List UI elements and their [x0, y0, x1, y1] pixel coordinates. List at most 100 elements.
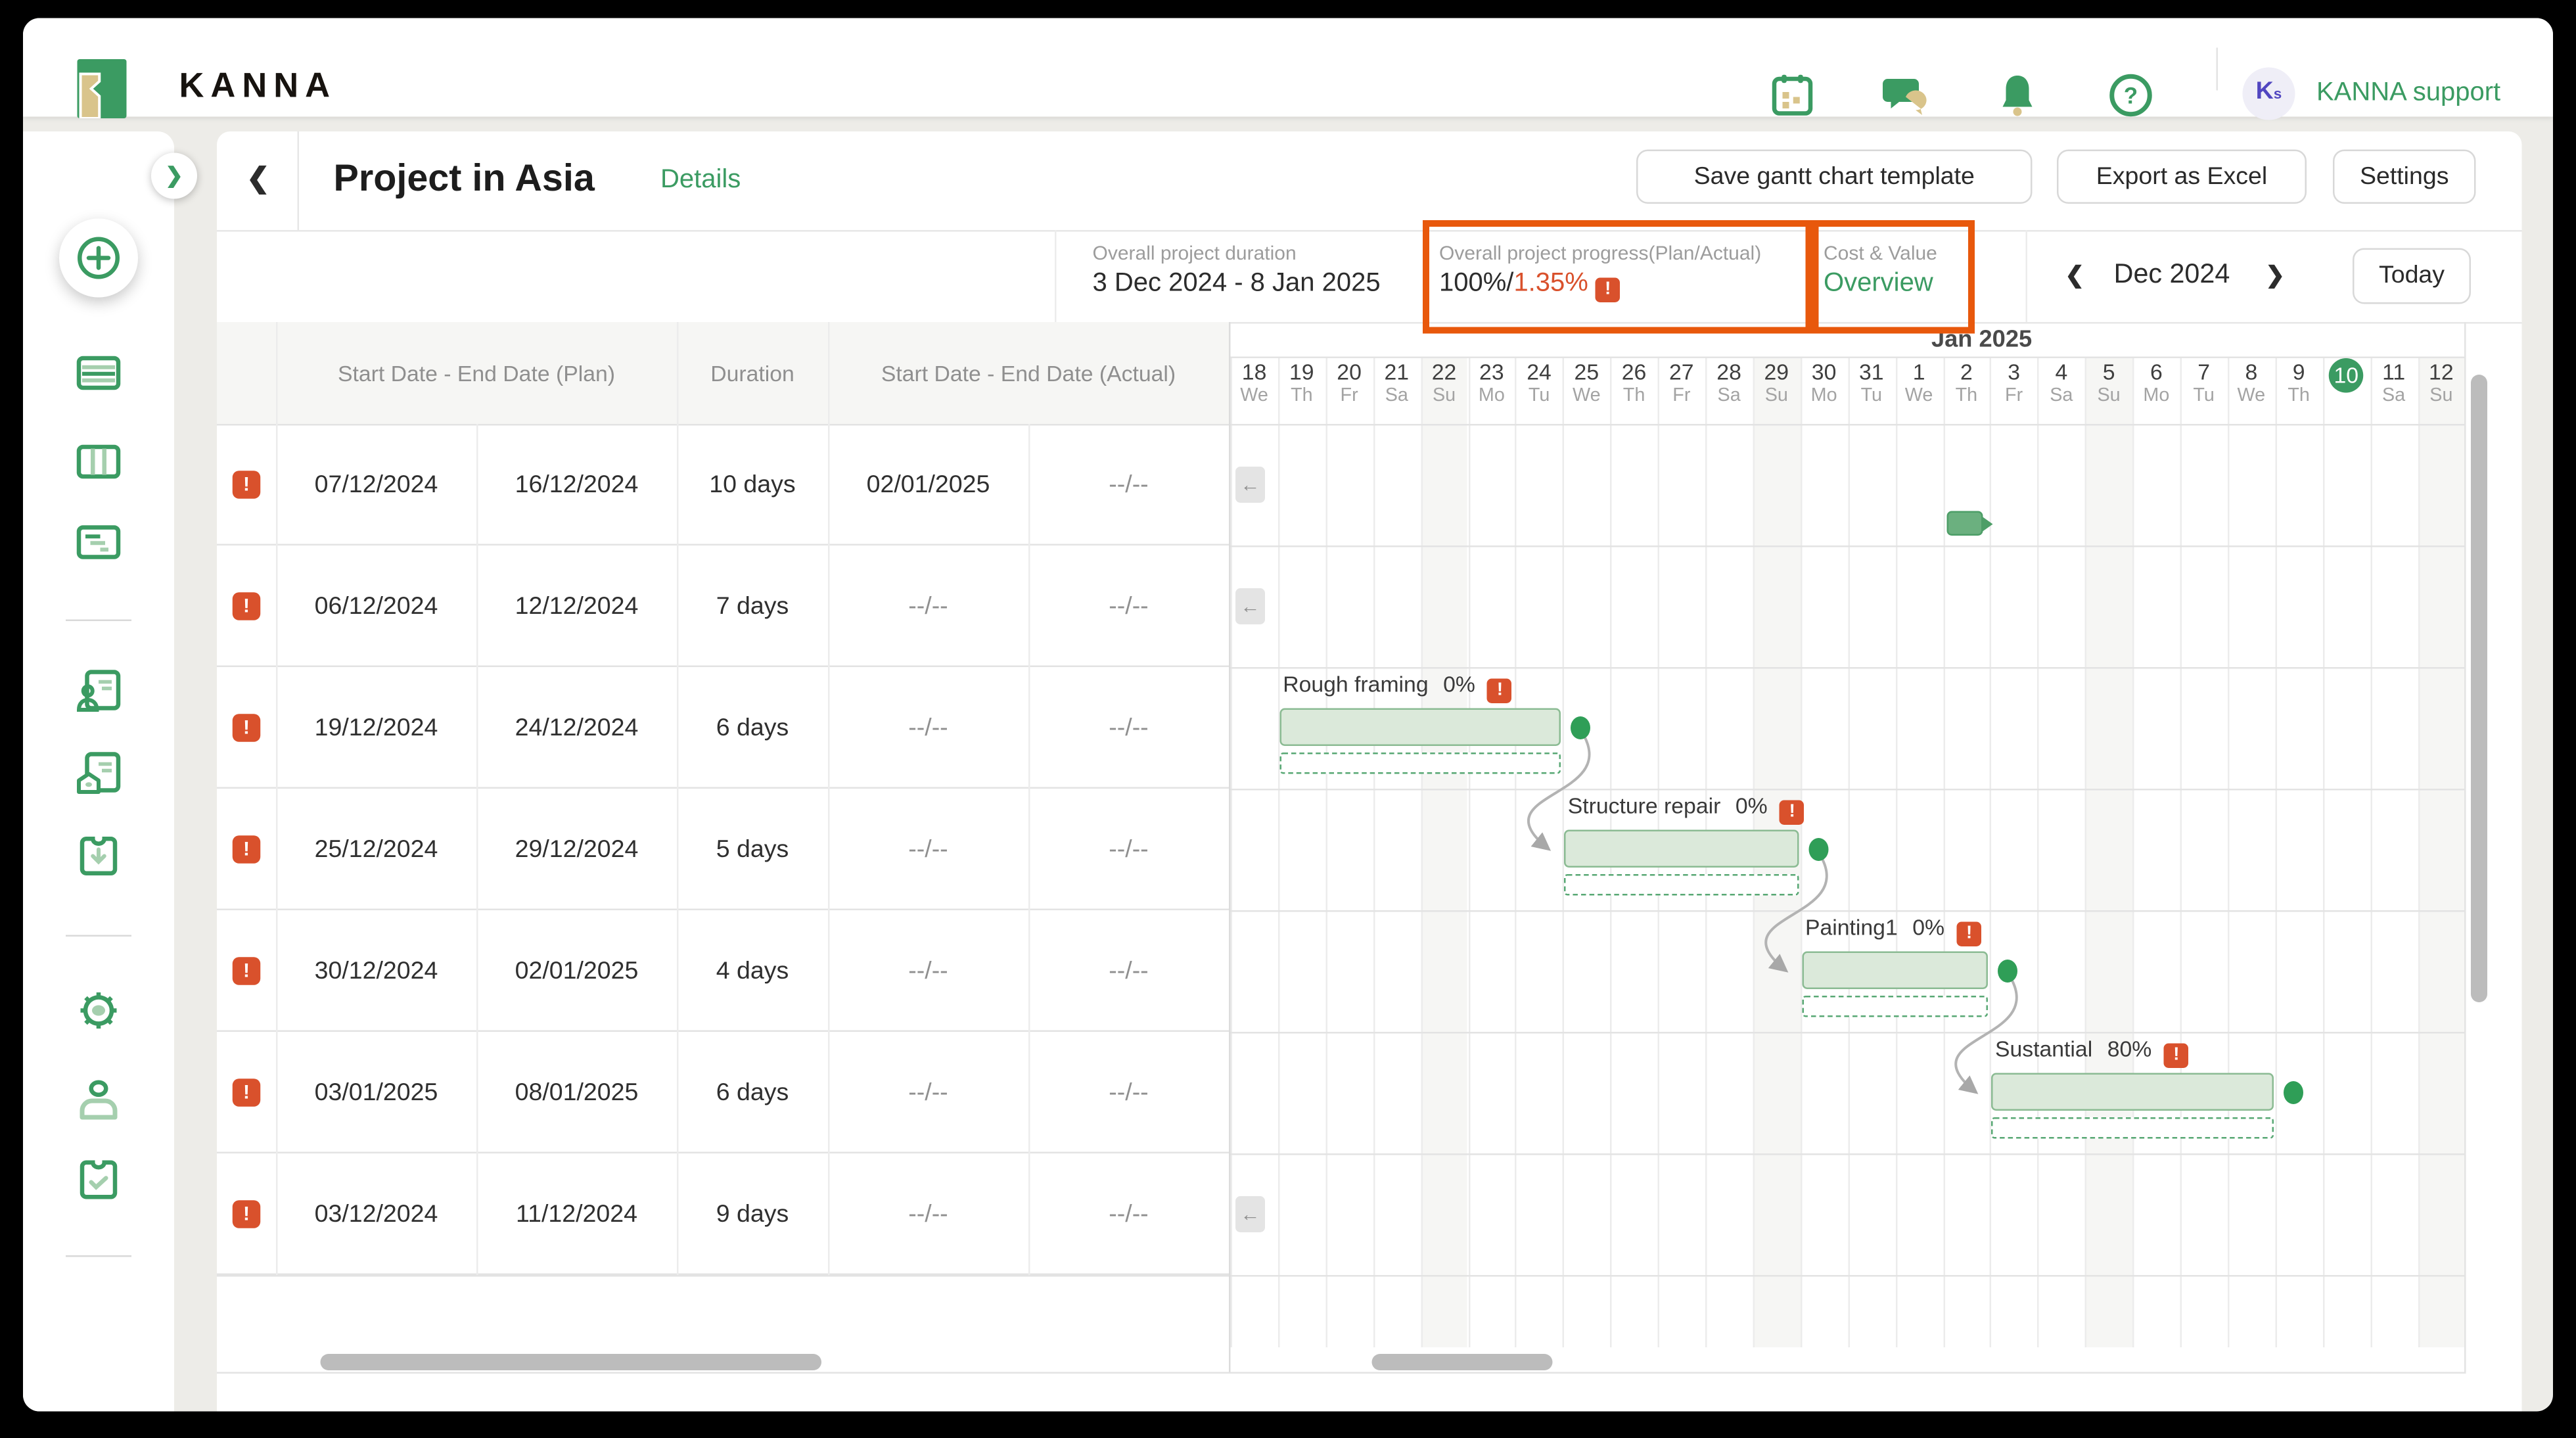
- plan-end-cell[interactable]: 16/12/2024: [515, 471, 639, 499]
- table-row[interactable]: ! 07/12/2024 16/12/2024 10 days 02/01/2025 --…: [217, 424, 1229, 545]
- duration-cell[interactable]: 10 days: [709, 471, 796, 499]
- actual-end-cell[interactable]: --/--: [1109, 957, 1149, 985]
- kanna-logo-icon[interactable]: [77, 59, 127, 120]
- user-name[interactable]: KANNA support: [2316, 79, 2501, 107]
- duration-cell[interactable]: 5 days: [716, 835, 789, 864]
- day-cell: 6 Mo: [2132, 357, 2180, 425]
- gantt-bar-actual[interactable]: [1946, 511, 1994, 536]
- actual-end-cell[interactable]: --/--: [1109, 835, 1149, 864]
- progress-dot[interactable]: [1808, 837, 1828, 860]
- scroll-to-bar-button[interactable]: ←: [1235, 1196, 1265, 1232]
- chat-icon[interactable]: [1883, 72, 1929, 118]
- back-button[interactable]: ❮: [246, 162, 270, 195]
- gantt-bar-actual-placeholder[interactable]: [1564, 874, 1799, 896]
- card-view-icon[interactable]: [72, 516, 125, 568]
- gantt-bar-plan[interactable]: [1801, 951, 1989, 989]
- day-weekday: We: [1240, 386, 1268, 406]
- table-hscrollbar[interactable]: [320, 1354, 821, 1370]
- plan-start-cell[interactable]: 07/12/2024: [314, 471, 438, 499]
- bell-icon[interactable]: [1994, 72, 2040, 118]
- member-report-icon[interactable]: [72, 666, 125, 718]
- actual-start-cell[interactable]: --/--: [908, 957, 948, 985]
- actual-start-cell[interactable]: --/--: [908, 592, 948, 620]
- table-row[interactable]: ! 30/12/2024 02/01/2025 4 days --/-- --/--: [217, 910, 1229, 1032]
- plan-start-cell[interactable]: 03/01/2025: [314, 1078, 438, 1107]
- plan-end-cell[interactable]: 24/12/2024: [515, 714, 639, 742]
- duration-cell[interactable]: 4 days: [716, 957, 789, 985]
- duration-cell[interactable]: 7 days: [716, 592, 789, 620]
- plan-start-cell[interactable]: 06/12/2024: [314, 592, 438, 620]
- gantt-bar-actual-placeholder[interactable]: [1991, 1117, 2274, 1139]
- col-header-duration: Duration: [710, 361, 794, 386]
- plan-start-cell[interactable]: 19/12/2024: [314, 714, 438, 742]
- add-button[interactable]: [59, 218, 138, 298]
- task-check-icon[interactable]: [72, 1155, 125, 1208]
- progress-dot[interactable]: [2283, 1080, 2303, 1103]
- plan-end-cell[interactable]: 29/12/2024: [515, 835, 639, 864]
- table-row[interactable]: ! 25/12/2024 29/12/2024 5 days --/-- --/--: [217, 789, 1229, 910]
- save-gantt-template-button[interactable]: Save gantt chart template: [1636, 149, 2033, 204]
- day-number: 12: [2429, 360, 2454, 385]
- plan-end-cell[interactable]: 08/01/2025: [515, 1078, 639, 1107]
- gantt-bar-plan[interactable]: [1991, 1073, 2274, 1111]
- column-divider: [276, 1032, 278, 1153]
- plan-end-cell[interactable]: 12/12/2024: [515, 592, 639, 620]
- settings-button[interactable]: Settings: [2333, 149, 2476, 204]
- cost-overview-link[interactable]: Overview: [1824, 269, 1933, 298]
- scroll-to-bar-button[interactable]: ←: [1235, 467, 1265, 503]
- site-report-icon[interactable]: [72, 748, 125, 800]
- gantt-bar-actual-placeholder[interactable]: [1801, 996, 1989, 1017]
- plan-start-cell[interactable]: 03/12/2024: [314, 1200, 438, 1228]
- chart-hscrollbar[interactable]: [1371, 1354, 1553, 1370]
- grid-vline: [2274, 356, 2277, 1347]
- table-row[interactable]: ! 06/12/2024 12/12/2024 7 days --/-- --/--: [217, 545, 1229, 667]
- user-avatar[interactable]: Ks: [2242, 67, 2295, 120]
- actual-end-cell[interactable]: --/--: [1109, 714, 1149, 742]
- scroll-to-bar-button[interactable]: ←: [1235, 588, 1265, 624]
- progress-dot[interactable]: [1998, 958, 2018, 982]
- actual-start-cell[interactable]: 02/01/2025: [866, 471, 990, 499]
- details-link[interactable]: Details: [660, 166, 741, 195]
- board-view-icon[interactable]: [72, 436, 125, 488]
- gantt-bar-actual-placeholder[interactable]: [1279, 753, 1561, 774]
- gantt-area: Start Date - End Date (Plan) Duration St…: [217, 322, 2464, 1374]
- chart-vscrollbar[interactable]: [2471, 375, 2487, 1002]
- person-icon[interactable]: [72, 1075, 125, 1127]
- day-weekday: Mo: [1478, 386, 1505, 406]
- gear-icon[interactable]: [72, 985, 125, 1037]
- progress-dot[interactable]: [1571, 715, 1591, 739]
- next-month-button[interactable]: ❯: [2265, 261, 2285, 288]
- table-row[interactable]: ! 19/12/2024 24/12/2024 6 days --/-- --/--: [217, 667, 1229, 789]
- export-excel-button[interactable]: Export as Excel: [2057, 149, 2307, 204]
- prev-month-button[interactable]: ❮: [2065, 261, 2084, 288]
- import-icon[interactable]: [72, 831, 125, 884]
- calendar-icon[interactable]: [1770, 72, 1816, 118]
- actual-start-cell[interactable]: --/--: [908, 714, 948, 742]
- actual-end-cell[interactable]: --/--: [1109, 592, 1149, 620]
- sidebar-expand-button[interactable]: ❯: [151, 152, 197, 199]
- plan-start-cell[interactable]: 25/12/2024: [314, 835, 438, 864]
- duration-cell[interactable]: 6 days: [716, 714, 789, 742]
- grid-vline: [1895, 356, 1897, 1347]
- plan-end-cell[interactable]: 02/01/2025: [515, 957, 639, 985]
- help-icon[interactable]: ?: [2108, 72, 2154, 118]
- duration-cell[interactable]: 6 days: [716, 1078, 789, 1107]
- actual-start-cell[interactable]: --/--: [908, 1078, 948, 1107]
- page-title: Project in Asia: [333, 156, 595, 199]
- actual-start-cell[interactable]: --/--: [908, 1200, 948, 1228]
- duration-cell[interactable]: 9 days: [716, 1200, 789, 1228]
- actual-end-cell[interactable]: --/--: [1109, 1078, 1149, 1107]
- actual-end-cell[interactable]: --/--: [1109, 1200, 1149, 1228]
- row-warning-icon: !: [232, 835, 261, 864]
- day-weekday: Th: [2288, 386, 2310, 406]
- plan-end-cell[interactable]: 11/12/2024: [516, 1200, 637, 1228]
- gantt-bar-plan[interactable]: [1564, 829, 1799, 868]
- today-button[interactable]: Today: [2353, 248, 2471, 304]
- actual-start-cell[interactable]: --/--: [908, 835, 948, 864]
- table-row[interactable]: ! 03/01/2025 08/01/2025 6 days --/-- --/--: [217, 1032, 1229, 1153]
- actual-end-cell[interactable]: --/--: [1109, 471, 1149, 499]
- table-row[interactable]: ! 03/12/2024 11/12/2024 9 days --/-- --/--: [217, 1153, 1229, 1275]
- list-view-icon[interactable]: [72, 347, 125, 400]
- gantt-bar-plan[interactable]: [1279, 708, 1561, 746]
- plan-start-cell[interactable]: 30/12/2024: [314, 957, 438, 985]
